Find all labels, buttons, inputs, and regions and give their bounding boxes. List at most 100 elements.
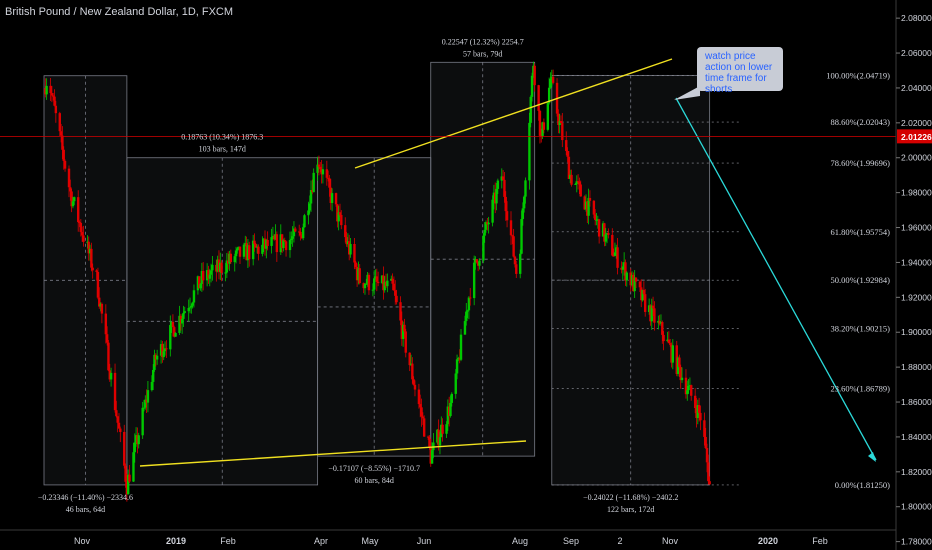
candle-body bbox=[255, 246, 259, 248]
candle-body bbox=[647, 305, 651, 312]
candle-body bbox=[532, 65, 535, 76]
candle-body bbox=[496, 180, 500, 189]
candle-body bbox=[191, 302, 194, 306]
candle-body bbox=[355, 266, 359, 281]
x-tick-label: 2019 bbox=[166, 536, 186, 546]
fib-level-label: 50.00%(1.92984) bbox=[831, 275, 891, 285]
fib-level-label: 88.60%(2.02043) bbox=[831, 117, 891, 127]
candle-body bbox=[604, 234, 607, 242]
candle-body bbox=[142, 407, 146, 409]
measure-label-change: −0.23346 (−11.40%) −2334.6 bbox=[38, 493, 133, 502]
candle-body bbox=[411, 363, 414, 380]
candle-body bbox=[237, 246, 240, 249]
candle-body bbox=[307, 210, 310, 216]
candle-body bbox=[649, 305, 652, 322]
candle-body bbox=[266, 239, 269, 246]
candle-body bbox=[219, 262, 222, 272]
candle-body bbox=[301, 227, 305, 239]
candle-body bbox=[344, 225, 347, 238]
x-tick-label: Nov bbox=[662, 536, 679, 546]
candle-body bbox=[475, 259, 478, 263]
candle-body bbox=[561, 123, 564, 141]
candle-body bbox=[578, 181, 581, 185]
candle-body bbox=[357, 268, 360, 281]
candle-body bbox=[242, 244, 246, 257]
candle-body bbox=[70, 191, 73, 207]
candle-body bbox=[128, 474, 131, 482]
candle-body bbox=[620, 267, 623, 270]
y-tick-label: 1.88000 bbox=[901, 362, 932, 372]
candle-body bbox=[365, 283, 368, 285]
candle-body bbox=[105, 334, 109, 343]
candle-body bbox=[696, 405, 700, 419]
current-price-label: 2.01226 bbox=[901, 132, 932, 142]
candle-body bbox=[705, 447, 709, 463]
candle-body bbox=[483, 229, 486, 236]
candle-body bbox=[116, 416, 119, 423]
candle-body bbox=[419, 404, 422, 408]
candle-body bbox=[226, 260, 230, 264]
candle-body bbox=[658, 320, 661, 324]
candle-body bbox=[592, 200, 596, 215]
candle-body bbox=[154, 354, 158, 360]
candle-body bbox=[79, 222, 83, 233]
y-tick-label: 2.06000 bbox=[901, 48, 932, 58]
candle-body bbox=[124, 465, 127, 482]
candle-body bbox=[567, 156, 571, 179]
y-tick-label: 1.86000 bbox=[901, 397, 932, 407]
y-tick-label: 1.90000 bbox=[901, 327, 932, 337]
candle-body bbox=[265, 239, 268, 249]
candle-body bbox=[438, 437, 442, 446]
candle-body bbox=[308, 203, 311, 211]
candle-body bbox=[171, 321, 175, 328]
x-tick-label: 2020 bbox=[758, 536, 778, 546]
candle-body bbox=[576, 181, 580, 183]
candle-body bbox=[478, 260, 481, 266]
candle-body bbox=[524, 180, 527, 197]
candle-body bbox=[558, 121, 561, 125]
candle-body bbox=[54, 105, 58, 114]
candle-body bbox=[209, 270, 213, 275]
candle-body bbox=[349, 243, 352, 255]
candle-body bbox=[271, 235, 275, 238]
candle-body bbox=[358, 268, 361, 284]
fib-level-label: 38.20%(1.90215) bbox=[831, 323, 891, 333]
candle-body bbox=[88, 248, 92, 254]
candle-body bbox=[621, 266, 625, 270]
candle-body bbox=[151, 369, 155, 382]
candle-body bbox=[513, 256, 517, 265]
y-tick-label: 2.08000 bbox=[901, 13, 932, 23]
drawing-lines bbox=[0, 58, 896, 467]
candle-body bbox=[90, 248, 93, 268]
y-tick-label: 1.78000 bbox=[901, 537, 932, 547]
candle-body bbox=[504, 196, 507, 212]
candle-body bbox=[273, 235, 276, 240]
candle-body bbox=[253, 240, 256, 245]
candle-body bbox=[107, 342, 110, 371]
measure-label-bars: 103 bars, 147d bbox=[199, 145, 246, 154]
candle-body bbox=[224, 272, 227, 274]
candle-body bbox=[651, 305, 655, 309]
candle-body bbox=[505, 211, 509, 221]
measurement-boxes bbox=[43, 61, 740, 486]
candle-body bbox=[542, 122, 546, 130]
candle-body bbox=[336, 204, 339, 222]
candle-body bbox=[228, 253, 231, 264]
y-tick-label: 1.92000 bbox=[901, 292, 932, 302]
candle-body bbox=[187, 307, 190, 312]
candle-body bbox=[399, 302, 402, 321]
candle-body bbox=[391, 278, 394, 284]
candle-body bbox=[254, 244, 257, 248]
candle-body bbox=[687, 385, 690, 391]
x-tick-label: Jun bbox=[417, 536, 432, 546]
candle-body bbox=[144, 399, 147, 408]
candle-body bbox=[119, 428, 122, 432]
candle-body bbox=[500, 176, 503, 181]
candle-body bbox=[290, 238, 293, 241]
candle-body bbox=[80, 232, 84, 236]
candle-body bbox=[650, 305, 653, 322]
candle-body bbox=[123, 431, 126, 466]
y-tick-label: 1.96000 bbox=[901, 223, 932, 233]
candle-body bbox=[472, 262, 476, 299]
